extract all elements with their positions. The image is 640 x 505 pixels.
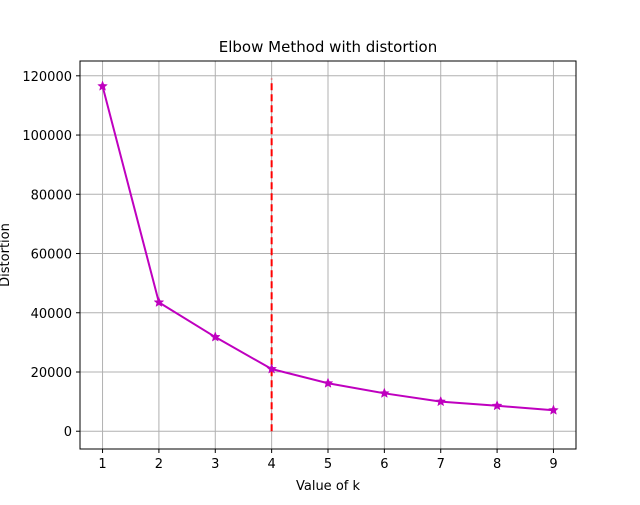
y-tick-label: 40000 bbox=[31, 307, 72, 322]
y-axis-label: Distortion bbox=[0, 223, 13, 287]
y-tick-label: 120000 bbox=[22, 70, 72, 85]
data-point-star-marker bbox=[97, 80, 108, 91]
data-point-star-marker bbox=[435, 395, 447, 407]
x-tick-label: 8 bbox=[493, 457, 501, 472]
data-point-star-marker bbox=[378, 387, 390, 398]
x-tick-label: 5 bbox=[324, 457, 332, 472]
grid-layer bbox=[80, 61, 576, 449]
data-point-star-marker bbox=[209, 331, 221, 342]
y-tick-label: 100000 bbox=[22, 129, 72, 144]
x-tick-label: 7 bbox=[437, 457, 445, 472]
x-tick-label: 4 bbox=[267, 457, 275, 472]
chart-title: Elbow Method with distortion bbox=[219, 38, 437, 56]
x-tick-label: 6 bbox=[380, 457, 388, 472]
data-point-star-marker bbox=[266, 363, 278, 374]
x-tick-label: 2 bbox=[155, 457, 163, 472]
data-point-star-marker bbox=[153, 296, 165, 307]
x-tick-label: 1 bbox=[98, 457, 106, 472]
data-point-star-marker bbox=[322, 377, 334, 388]
y-tick-label: 0 bbox=[64, 425, 72, 440]
data-point-star-marker bbox=[491, 400, 503, 411]
x-tick-label: 9 bbox=[549, 457, 557, 472]
data-point-star-marker bbox=[548, 404, 559, 415]
y-tick-label: 80000 bbox=[31, 188, 72, 203]
tick-layer: 1 2 3 4 5 6 7 8 9 0 20000 40000 60000 80000 100000 1200… bbox=[22, 70, 557, 472]
y-tick-label: 60000 bbox=[31, 248, 72, 263]
y-tick-label: 20000 bbox=[31, 366, 72, 381]
x-tick-label: 3 bbox=[211, 457, 219, 472]
series-layer bbox=[97, 80, 559, 415]
x-axis-label: Value of k bbox=[296, 479, 360, 494]
